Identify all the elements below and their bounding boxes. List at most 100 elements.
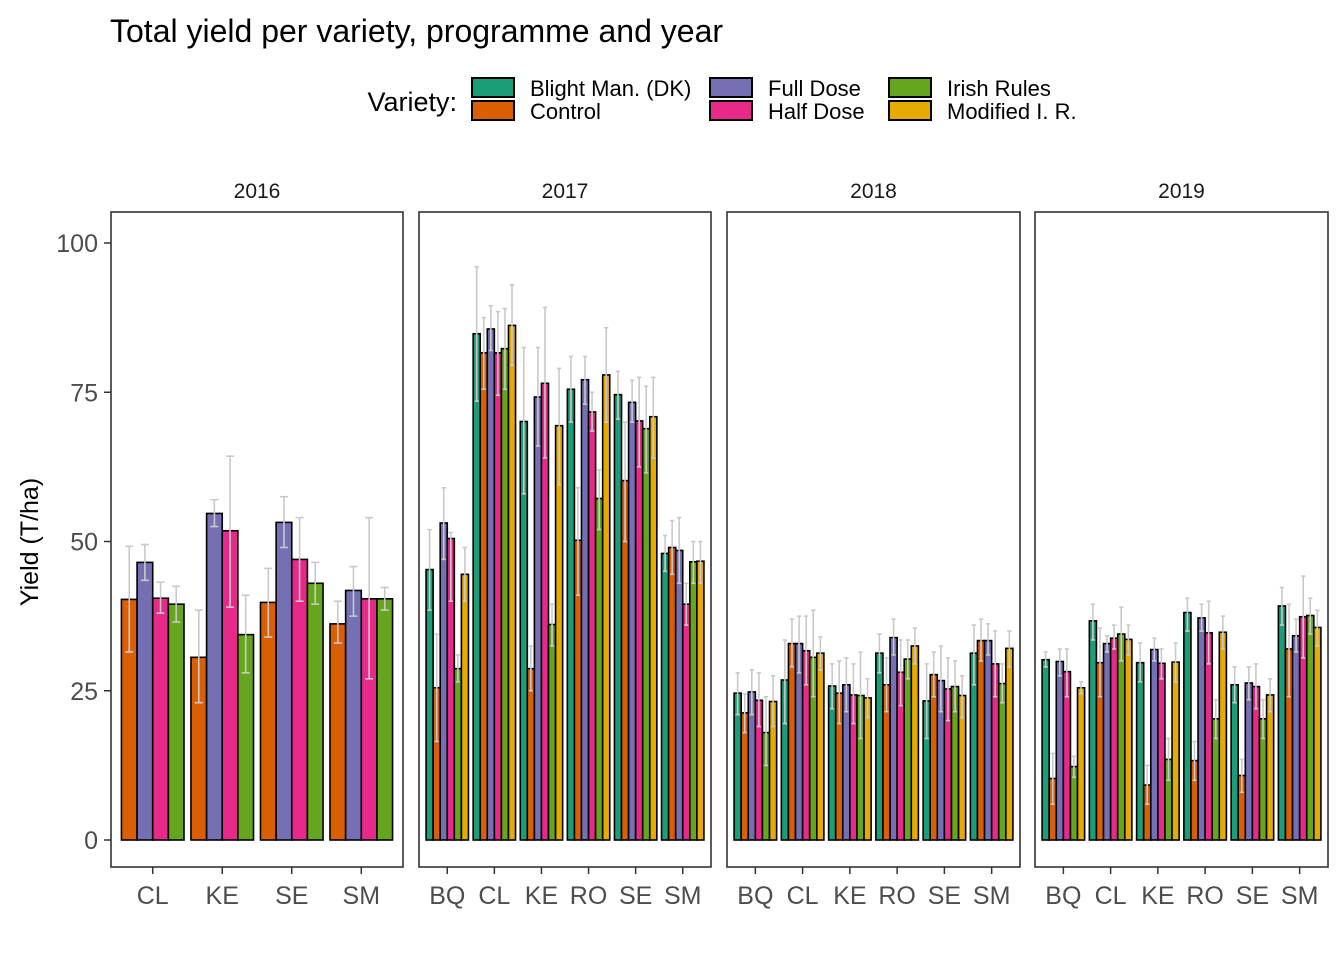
bar — [580, 378, 590, 841]
legend-label: Modified I. R. — [947, 99, 1077, 124]
bar — [660, 552, 670, 841]
facet-panel: 2016 CL KE SE SM — [110, 180, 404, 910]
errorbar-layer — [1043, 575, 1320, 805]
bar — [627, 401, 637, 841]
bar-layer — [120, 512, 394, 841]
bar — [1313, 626, 1322, 841]
errorbar-layer — [125, 455, 389, 704]
x-tick-label: SE — [275, 882, 308, 910]
bar — [167, 603, 185, 841]
legend-title: Variety: — [367, 87, 457, 117]
x-tick-label: CL — [1095, 882, 1127, 910]
bar — [976, 639, 986, 841]
x-tick-label: SE — [619, 882, 652, 910]
bar — [875, 652, 884, 841]
bar — [259, 601, 277, 841]
bar — [136, 561, 154, 841]
errorbar-layer — [735, 609, 1012, 767]
legend-label: Blight Man. (DK) — [530, 76, 691, 101]
x-tick-label: CL — [137, 882, 169, 910]
bar — [439, 522, 449, 841]
bar — [507, 324, 517, 841]
bar — [613, 393, 623, 841]
y-tick-label: 0 — [84, 827, 98, 855]
facet-panels: 2016 CL KE SE SM 2017 BQ CL KE RO SE SM 2018 BQ CL KE RO… — [110, 180, 1329, 910]
bar — [1171, 661, 1180, 841]
x-tick-label: RO — [570, 882, 608, 910]
facet-strip-label: 2017 — [542, 180, 589, 203]
bar — [681, 603, 691, 841]
bar — [1197, 617, 1206, 841]
bar — [1135, 661, 1145, 841]
bar — [1102, 642, 1112, 841]
bar — [787, 642, 797, 841]
bar — [910, 645, 920, 841]
y-tick-label: 50 — [70, 529, 98, 557]
bar — [1149, 648, 1159, 841]
bar — [344, 589, 363, 841]
bar — [479, 352, 489, 841]
bar — [1157, 662, 1166, 841]
bar — [1305, 614, 1315, 841]
x-tick-label: BQ — [429, 882, 465, 910]
bar — [493, 352, 503, 841]
facet-panel: 2017 BQ CL KE RO SE SM — [418, 180, 712, 910]
y-axis-title: Yield (T/ha) — [16, 478, 44, 606]
bar — [500, 347, 510, 841]
bar — [1116, 633, 1126, 841]
bar — [641, 427, 651, 841]
x-tick-label: KE — [525, 882, 558, 910]
bar — [1055, 660, 1065, 841]
legend-key — [709, 77, 753, 98]
bar — [929, 673, 939, 841]
x-tick-label: KE — [833, 882, 866, 910]
bar — [376, 598, 394, 841]
bar — [634, 420, 644, 841]
legend-label: Full Dose — [768, 76, 861, 101]
legend-key — [888, 77, 932, 98]
bar — [526, 667, 536, 841]
bar — [889, 636, 898, 841]
bar — [275, 521, 293, 841]
panel-border — [1034, 211, 1329, 868]
x-tick-label: SM — [1281, 882, 1319, 910]
legend-label: Half Dose — [768, 99, 865, 124]
panel-border — [418, 211, 712, 868]
legend-key — [471, 77, 515, 98]
facet-panel: 2019 BQ CL KE RO SE SM — [1034, 180, 1329, 910]
facet-strip-label: 2019 — [1158, 180, 1205, 203]
x-tick-label: SE — [928, 882, 961, 910]
facet-panel: 2018 BQ CL KE RO SE SM — [726, 180, 1021, 910]
bar — [1005, 647, 1014, 841]
y-tick-label: 100 — [56, 230, 98, 258]
bar — [815, 652, 825, 841]
legend-label: Irish Rules — [947, 76, 1051, 101]
y-axis: 0 25 50 75 100 — [56, 230, 111, 855]
x-tick-label: CL — [478, 882, 510, 910]
bar — [1076, 686, 1086, 841]
bar — [1277, 605, 1287, 841]
bar-layer — [733, 636, 1014, 841]
bar — [1244, 682, 1254, 841]
bar — [486, 328, 496, 841]
bar — [696, 560, 705, 841]
legend-key — [709, 100, 753, 121]
bar — [667, 546, 677, 841]
bar — [674, 549, 684, 841]
facet-strip-label: 2018 — [850, 180, 897, 203]
bar — [329, 623, 347, 841]
bar-layer — [1041, 605, 1322, 841]
bar — [306, 582, 324, 841]
x-tick-label: RO — [878, 882, 916, 910]
x-tick-label: CL — [787, 882, 819, 910]
bar — [472, 332, 482, 841]
bar — [903, 658, 913, 841]
legend: Variety: Blight Man. (DK)Control Full Dos… — [367, 76, 1076, 124]
x-tick-label: KE — [1141, 882, 1174, 910]
bar — [1291, 635, 1301, 841]
legend-key — [471, 100, 515, 121]
bar — [863, 697, 872, 841]
bar — [547, 623, 557, 841]
errorbar-layer — [427, 266, 703, 743]
x-tick-label: RO — [1186, 882, 1224, 910]
